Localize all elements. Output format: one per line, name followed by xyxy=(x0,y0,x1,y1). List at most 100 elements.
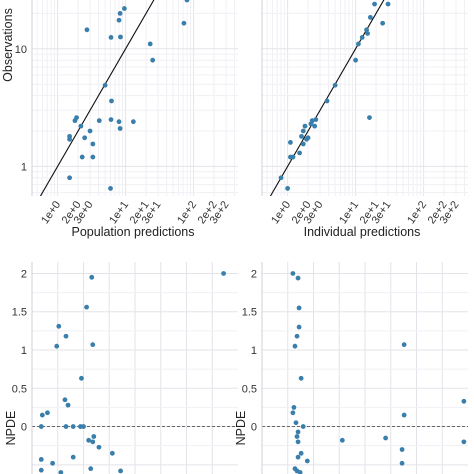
data-point xyxy=(305,135,311,141)
data-point xyxy=(221,271,226,276)
y-tick-label: 1 xyxy=(21,161,27,173)
plot-area xyxy=(262,0,468,196)
data-point xyxy=(291,405,297,410)
data-point xyxy=(294,333,300,339)
data-point xyxy=(365,31,370,36)
data-point xyxy=(96,118,102,124)
data-point xyxy=(312,123,318,129)
data-point xyxy=(88,466,94,472)
data-point xyxy=(118,468,123,474)
data-point xyxy=(117,126,123,131)
data-point xyxy=(78,123,84,129)
y-axis-title: Observations xyxy=(1,8,15,82)
data-point xyxy=(399,447,405,452)
data-point xyxy=(285,185,291,191)
data-point xyxy=(324,98,330,104)
data-point xyxy=(290,271,296,276)
plot-area xyxy=(262,262,468,474)
data-point xyxy=(39,412,45,418)
data-point xyxy=(290,410,296,416)
data-point xyxy=(38,467,44,473)
data-point xyxy=(304,458,310,464)
x-axis-title: Population predictions xyxy=(72,225,195,239)
data-point xyxy=(288,139,293,145)
data-point xyxy=(70,424,76,429)
data-point xyxy=(89,274,95,280)
data-point xyxy=(297,150,302,156)
data-point xyxy=(150,57,156,63)
data-point xyxy=(295,439,301,445)
data-point xyxy=(67,136,72,142)
data-point xyxy=(461,439,467,445)
data-point xyxy=(278,175,284,181)
data-point xyxy=(356,41,361,47)
data-point xyxy=(294,434,300,439)
data-point xyxy=(91,434,97,439)
data-point xyxy=(380,20,386,26)
data-point xyxy=(81,424,86,429)
x-tick-label: 1e+1 xyxy=(337,199,361,226)
data-point xyxy=(121,6,127,11)
data-point xyxy=(401,412,407,418)
data-point xyxy=(84,27,90,33)
data-point xyxy=(84,304,89,310)
y-axis-title: NPDE xyxy=(234,411,248,446)
data-point xyxy=(118,34,123,40)
y-tick-label: 0.5 xyxy=(242,383,257,395)
data-point xyxy=(90,439,96,445)
data-point xyxy=(63,424,69,429)
data-point xyxy=(290,154,296,160)
data-point xyxy=(300,424,306,429)
data-point xyxy=(90,141,96,147)
data-point xyxy=(87,128,93,134)
y-tick-label: 2 xyxy=(21,268,27,280)
data-point xyxy=(108,117,114,122)
data-point xyxy=(295,454,301,460)
data-point xyxy=(108,35,114,40)
data-point xyxy=(79,154,85,160)
data-point xyxy=(58,470,64,474)
x-tick-label: 1e+0 xyxy=(269,199,293,226)
data-point xyxy=(300,128,306,134)
y-tick-label: 10 xyxy=(15,44,27,56)
data-point xyxy=(295,429,301,435)
data-point xyxy=(109,98,114,104)
y-tick-label: 2 xyxy=(251,268,257,280)
data-point xyxy=(117,10,123,16)
data-point xyxy=(108,185,113,191)
data-point xyxy=(297,470,303,474)
data-point xyxy=(383,435,388,441)
data-point xyxy=(295,275,301,281)
y-tick-label: 1.5 xyxy=(12,307,27,319)
data-point xyxy=(38,457,44,462)
x-axis-title: Individual predictions xyxy=(304,225,421,239)
y-tick-label: 0 xyxy=(21,422,27,434)
data-point xyxy=(364,27,369,33)
data-point xyxy=(359,35,365,40)
y-tick-label: 1 xyxy=(21,345,27,357)
data-point xyxy=(385,1,391,7)
data-point xyxy=(298,375,304,381)
data-point xyxy=(109,450,115,456)
plot-area xyxy=(32,262,238,474)
y-tick-label: 1.5 xyxy=(242,307,257,319)
data-point xyxy=(367,14,373,20)
plot-area xyxy=(32,0,238,196)
data-point xyxy=(56,323,62,329)
data-point xyxy=(332,82,338,88)
data-point xyxy=(401,342,407,348)
data-point xyxy=(67,175,72,181)
data-point xyxy=(181,20,187,26)
panel-npde-right: 0 0.5 1 1.5 2 xyxy=(242,262,468,474)
data-point xyxy=(300,141,306,147)
identity-line xyxy=(39,0,155,196)
data-point xyxy=(298,450,304,456)
panel-individual-vs-observations: 1e+02e+03e+0 1e+12e+13e+1 1e+22e+23e+2 xyxy=(261,0,468,226)
x-tick-label: 1e+0 xyxy=(39,199,63,226)
data-point xyxy=(65,402,71,408)
data-point xyxy=(72,118,78,124)
data-point xyxy=(293,420,299,426)
data-point xyxy=(50,460,55,466)
data-point xyxy=(116,17,122,23)
